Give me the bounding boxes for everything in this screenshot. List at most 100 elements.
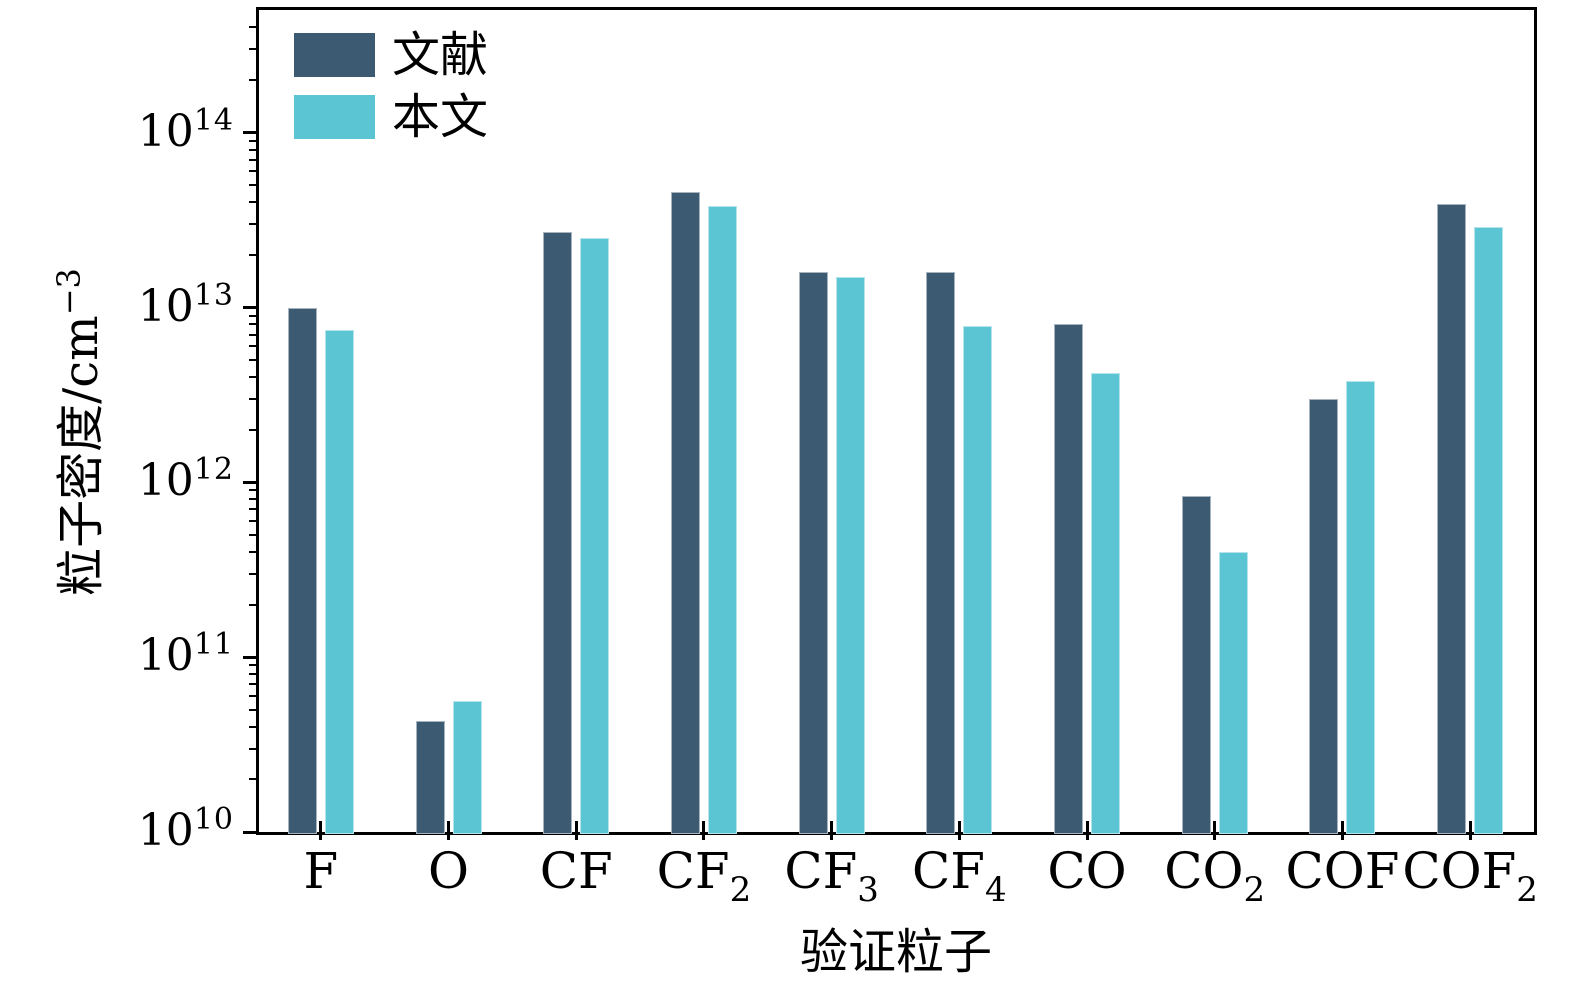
bar-series0-cf2 — [670, 191, 700, 834]
y-minor-tick — [249, 673, 257, 676]
plot-area — [256, 7, 1537, 835]
y-minor-tick — [249, 489, 257, 492]
y-minor-tick — [249, 603, 257, 606]
x-tick — [447, 821, 451, 840]
bar-series1-cof2 — [1474, 226, 1504, 834]
bar-series0-cof2 — [1437, 204, 1467, 834]
y-minor-tick — [249, 79, 257, 82]
x-tick — [1213, 821, 1217, 840]
y-major-tick — [243, 131, 257, 135]
x-tick-label-base: CF — [539, 842, 613, 900]
x-tick — [1085, 821, 1089, 840]
y-tick-label: 1012 — [102, 452, 234, 512]
y-axis-title-exponent: −3 — [50, 268, 88, 316]
x-tick-label-base: CF — [656, 842, 730, 900]
y-minor-tick — [249, 694, 257, 697]
y-tick-label: 1013 — [102, 277, 234, 338]
y-major-tick — [243, 655, 257, 659]
y-minor-tick — [249, 498, 257, 501]
y-minor-tick — [249, 533, 257, 536]
bar-series0-cf — [543, 232, 573, 834]
y-minor-tick — [249, 139, 257, 142]
x-tick — [957, 821, 961, 840]
y-tick-label: 1010 — [102, 802, 234, 862]
y-minor-tick — [249, 428, 257, 431]
x-tick-label-cf: CF — [486, 843, 666, 899]
x-tick — [830, 821, 834, 840]
x-tick-label-subscript: 2 — [729, 870, 752, 910]
x-tick-label-co: CO — [997, 843, 1177, 899]
y-axis-title-text: 粒子密度/cm — [53, 315, 109, 596]
legend-label-this-work: 本文 — [392, 89, 489, 145]
y-minor-tick — [249, 397, 257, 400]
bar-series1-cf — [580, 237, 610, 834]
x-tick — [1468, 821, 1472, 840]
y-minor-tick — [249, 359, 257, 362]
y-minor-tick — [249, 323, 257, 326]
y-tick-base: 10 — [137, 805, 194, 856]
y-minor-tick — [249, 253, 257, 256]
y-major-tick — [243, 306, 257, 310]
x-tick-label-base: CO — [1047, 842, 1127, 900]
x-tick-label-o: O — [359, 843, 539, 899]
y-minor-tick — [249, 550, 257, 553]
x-tick — [702, 821, 706, 840]
x-tick-label-base: CF — [912, 842, 985, 900]
y-tick-label: 1011 — [102, 627, 234, 687]
y-minor-tick — [249, 708, 257, 711]
bar-series1-o — [452, 701, 482, 834]
y-tick-exponent: 13 — [193, 277, 234, 313]
bar-series1-co2 — [1218, 551, 1248, 834]
x-axis-title: 验证粒子 — [799, 924, 993, 980]
y-minor-tick — [249, 683, 257, 686]
y-minor-tick — [249, 148, 257, 151]
x-tick-label-base: CO — [1164, 842, 1244, 900]
y-minor-tick — [249, 345, 257, 348]
bar-series0-cof — [1309, 398, 1339, 834]
bar-series0-cf4 — [926, 271, 956, 834]
x-tick — [319, 821, 323, 840]
bar-series1-cf2 — [707, 206, 737, 834]
y-tick-label: 1014 — [102, 102, 234, 163]
x-tick — [1340, 821, 1344, 840]
y-tick-base: 10 — [137, 105, 194, 157]
bar-series1-cf3 — [835, 276, 865, 834]
y-minor-tick — [249, 170, 257, 173]
x-tick-label-subscript: 2 — [1516, 870, 1538, 910]
bar-series1-cof — [1346, 380, 1376, 834]
y-tick-base: 10 — [137, 455, 194, 507]
x-tick-label-base: CF — [784, 842, 858, 900]
bar-series1-cf4 — [963, 326, 993, 834]
y-minor-tick — [249, 184, 257, 187]
y-axis-title: 粒子密度/cm−3 — [41, 268, 111, 596]
x-tick-label-subscript: 4 — [985, 870, 1007, 910]
x-tick-label-base: COF — [1285, 842, 1400, 900]
y-minor-tick — [249, 158, 257, 161]
legend-label-literature: 文献 — [392, 27, 489, 83]
x-tick-label-cof2: COF2 — [1380, 842, 1560, 910]
y-tick-exponent: 11 — [193, 627, 234, 663]
y-minor-tick — [249, 778, 257, 781]
x-tick-label-base: F — [303, 842, 339, 900]
y-tick-base: 10 — [137, 280, 194, 332]
y-tick-exponent: 12 — [193, 452, 234, 488]
y-minor-tick — [249, 376, 257, 379]
bar-series1-f — [324, 330, 354, 834]
y-minor-tick — [249, 48, 257, 51]
x-tick-label-cf3: CF3 — [742, 842, 922, 910]
y-major-tick — [243, 480, 257, 484]
x-tick-label-subscript: 2 — [1243, 870, 1266, 910]
x-tick-label-base: COF — [1402, 842, 1517, 900]
y-major-tick — [243, 830, 257, 834]
y-tick-exponent: 14 — [193, 102, 234, 138]
y-tick-base: 10 — [137, 630, 194, 682]
x-tick-label-cof: COF — [1252, 843, 1432, 899]
y-minor-tick — [249, 520, 257, 523]
x-tick-label-cf4: CF4 — [869, 842, 1049, 910]
legend-swatch-this-work — [294, 95, 375, 139]
bar-series0-f — [287, 307, 317, 834]
x-tick-label-f: F — [231, 843, 411, 899]
y-tick-exponent: 10 — [193, 802, 234, 837]
y-minor-tick — [249, 747, 257, 750]
